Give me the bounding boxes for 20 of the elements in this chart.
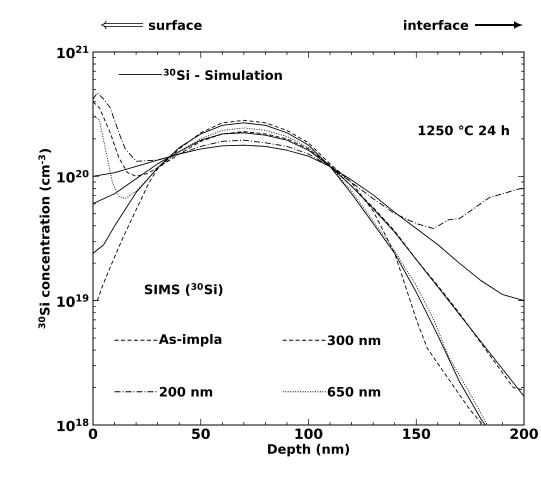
text: surface: [148, 20, 202, 30]
y-tick-label: 10$^{20}$: [58, 170, 89, 183]
y-tick-label: 10$^{19}$: [58, 294, 88, 307]
text: interface: [404, 20, 468, 30]
legend-label: 200 nm: [160, 386, 212, 397]
y-axis-title: $^{30}$Si concentration (cm$^{-3}$): [38, 149, 52, 328]
x-tick-label: 200: [510, 428, 538, 440]
legend-label: 300 nm: [328, 335, 380, 346]
x-tick-label: 150: [403, 428, 430, 440]
x-tick-label: 100: [296, 428, 322, 440]
legend-label: $^{30}$Si - Simulation: [164, 68, 282, 80]
x-tick-label: 0: [88, 428, 98, 440]
y-tick-label: 10$^{18}$: [58, 418, 88, 432]
legend-label: As-impla: [158, 334, 222, 347]
x-tick-label: 50: [192, 428, 210, 440]
legend-title: SIMS ($^{30}$Si): [144, 283, 222, 296]
y-tick-label: 10$^{21}$: [58, 46, 88, 58]
x-axis-title: Depth (nm): [268, 444, 350, 456]
legend-label: 650 nm: [328, 386, 380, 397]
annotation: 1250 ℃ 24 h: [418, 125, 509, 136]
